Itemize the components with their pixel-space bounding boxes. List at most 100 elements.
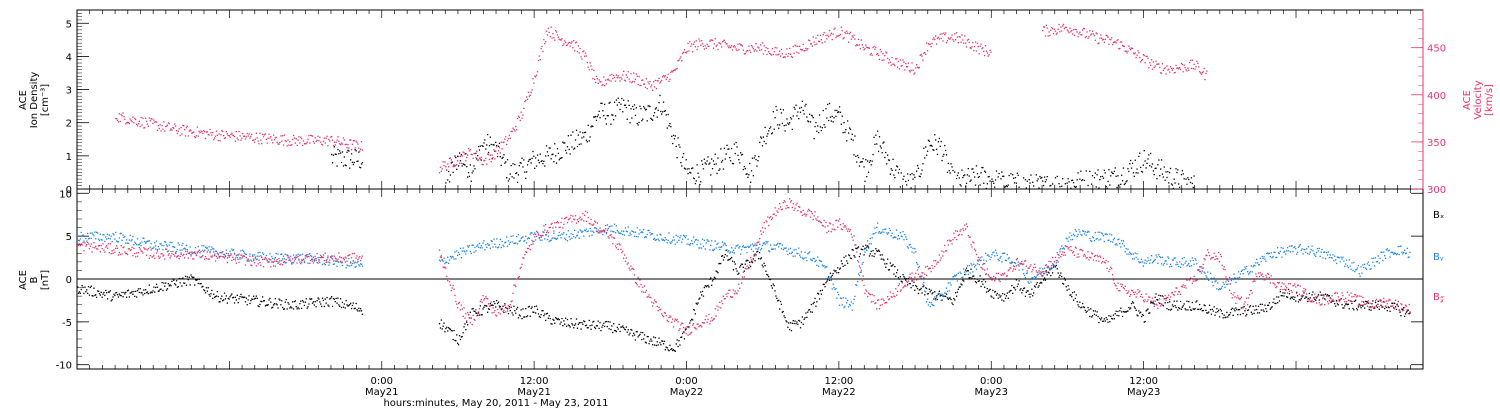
bx-series-point bbox=[327, 304, 329, 306]
velocity-series-point bbox=[209, 128, 211, 131]
density-series-point bbox=[605, 123, 608, 125]
by-series-point bbox=[1146, 260, 1148, 262]
by-series-point bbox=[766, 242, 768, 244]
velocity-series-point bbox=[599, 81, 601, 83]
by-series-point bbox=[562, 233, 564, 235]
by-series-point bbox=[633, 231, 635, 233]
by-series-point bbox=[502, 244, 504, 246]
velocity-series-point bbox=[476, 150, 478, 152]
density-series-point bbox=[450, 162, 452, 164]
by-series-point bbox=[1103, 240, 1105, 243]
velocity-series-point bbox=[530, 91, 532, 93]
bx-series-point bbox=[496, 299, 498, 302]
bx-series-point bbox=[1331, 300, 1333, 302]
velocity-series-point bbox=[849, 31, 852, 33]
density-series-point bbox=[480, 159, 482, 161]
bx-series-point bbox=[1052, 272, 1054, 274]
density-series-point bbox=[737, 154, 739, 156]
bx-series-point bbox=[873, 255, 875, 258]
bx-series-point bbox=[1354, 300, 1356, 302]
bx-series-point bbox=[779, 300, 782, 303]
by-series-point bbox=[1143, 262, 1145, 264]
velocity-series-point bbox=[634, 78, 637, 80]
bx-series-point bbox=[1086, 310, 1088, 312]
velocity-series-point bbox=[712, 47, 715, 49]
density-series-point bbox=[331, 162, 334, 164]
bx-series-point bbox=[787, 326, 789, 328]
bx-series-point bbox=[1261, 303, 1263, 305]
velocity-series-point bbox=[724, 41, 726, 44]
bx-series-point bbox=[1017, 283, 1019, 285]
velocity-series-point bbox=[192, 131, 194, 134]
by-series-point bbox=[1076, 235, 1078, 237]
velocity-series-point bbox=[814, 43, 816, 46]
velocity-series-point bbox=[922, 59, 924, 61]
bx-series-point bbox=[478, 314, 481, 316]
by-series-point bbox=[448, 262, 450, 264]
density-series-point bbox=[454, 155, 456, 157]
density-series-point bbox=[985, 187, 988, 190]
density-series-point bbox=[523, 159, 525, 161]
density-series-point bbox=[474, 168, 476, 170]
bx-series-point bbox=[533, 311, 535, 313]
bx-series-point bbox=[521, 318, 523, 320]
by-series-point bbox=[91, 232, 93, 234]
bx-series-point bbox=[350, 307, 353, 310]
velocity-series-point bbox=[710, 39, 712, 41]
bx-series-point bbox=[244, 301, 247, 303]
density-series-point bbox=[732, 163, 735, 165]
velocity-series-point bbox=[755, 43, 757, 45]
by-series-point bbox=[866, 249, 868, 252]
density-series-point bbox=[618, 101, 620, 104]
by-series-point bbox=[1153, 260, 1155, 262]
bx-series-point bbox=[1237, 313, 1239, 316]
density-series-point bbox=[607, 115, 609, 117]
by-series-point bbox=[440, 256, 442, 259]
density-series-point bbox=[539, 153, 541, 155]
velocity-series-point bbox=[543, 39, 545, 41]
velocity-series-point bbox=[557, 36, 559, 38]
bx-series-point bbox=[1289, 298, 1291, 300]
velocity-series-point bbox=[965, 42, 967, 44]
bx-series-point bbox=[86, 289, 88, 291]
bx-series-point bbox=[609, 321, 611, 323]
bx-series-point bbox=[639, 333, 641, 336]
velocity-series-point bbox=[477, 159, 479, 161]
bx-series-point bbox=[503, 311, 505, 314]
velocity-series-point bbox=[796, 51, 798, 53]
bx-series-point bbox=[1201, 310, 1203, 312]
velocity-series-point bbox=[1188, 69, 1190, 71]
by-series-point bbox=[242, 249, 244, 251]
density-series-point bbox=[667, 113, 669, 116]
density-series-point bbox=[967, 168, 969, 170]
density-series-point bbox=[1188, 178, 1190, 181]
velocity-series-point bbox=[985, 50, 988, 52]
velocity-series-point bbox=[150, 118, 152, 120]
by-series-point bbox=[635, 235, 637, 238]
velocity-series-point bbox=[316, 139, 318, 141]
density-series-point bbox=[637, 124, 639, 126]
density-series-point bbox=[1113, 170, 1115, 172]
velocity-series-point bbox=[1104, 38, 1106, 40]
bx-series-point bbox=[830, 276, 832, 278]
by-series-point bbox=[319, 261, 321, 263]
velocity-series-point bbox=[652, 89, 654, 91]
bx-series-point bbox=[573, 327, 575, 329]
by-series-point bbox=[151, 247, 153, 250]
bx-series-point bbox=[211, 289, 213, 292]
density-series-point bbox=[755, 158, 757, 161]
density-series-point bbox=[626, 118, 628, 120]
by-series-point bbox=[918, 265, 920, 268]
by-series-point bbox=[1167, 256, 1169, 258]
by-series-point bbox=[99, 233, 101, 235]
bx-series-point bbox=[671, 348, 673, 350]
bx-series-point bbox=[743, 270, 745, 272]
velocity-series-point bbox=[148, 117, 150, 119]
by-series-point bbox=[1157, 262, 1159, 264]
bx-series-point bbox=[1208, 304, 1211, 306]
velocity-series-point bbox=[1079, 31, 1081, 33]
bx-series-point bbox=[548, 315, 550, 317]
bx-series-point bbox=[923, 285, 925, 287]
bx-series-point bbox=[775, 295, 777, 297]
by-series-point bbox=[724, 243, 726, 245]
